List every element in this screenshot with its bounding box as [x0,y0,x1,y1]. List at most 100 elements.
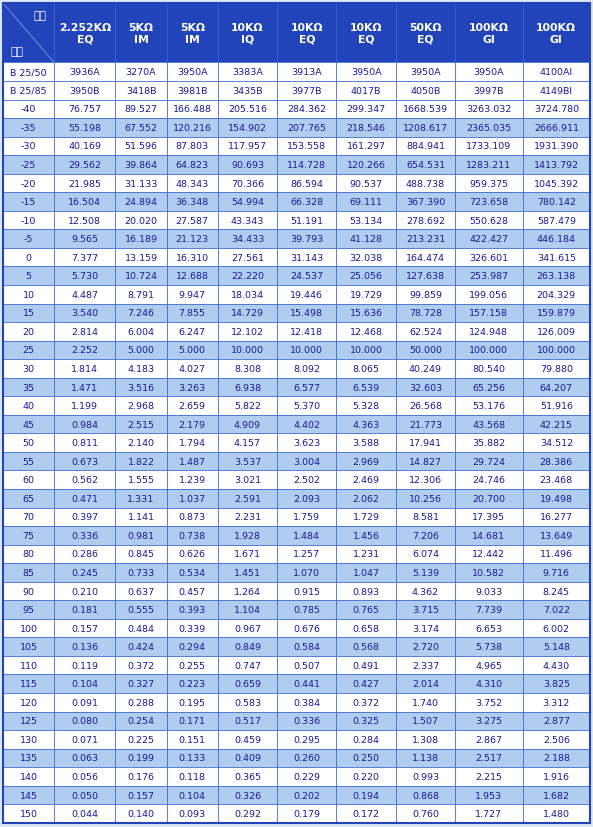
Bar [396,434,455,452]
Text: 11.496: 11.496 [540,550,573,559]
Bar [167,600,218,619]
Text: 90.537: 90.537 [350,179,382,189]
Bar [277,285,336,304]
Text: 28.386: 28.386 [540,457,573,466]
Text: 90: 90 [23,587,34,595]
Text: 1.104: 1.104 [234,605,261,614]
Bar [3,805,54,823]
Text: 10KΩ
EQ: 10KΩ EQ [291,23,323,45]
Text: 62.524: 62.524 [409,327,442,337]
Bar [522,675,590,693]
Bar [116,64,167,82]
Bar [54,360,116,378]
Bar [3,527,54,545]
Bar [3,285,54,304]
Bar [522,193,590,212]
Bar [522,249,590,267]
Bar [336,193,396,212]
Bar [3,267,54,285]
Bar [3,767,54,786]
Text: 87.803: 87.803 [176,142,209,151]
Text: 1.264: 1.264 [234,587,261,595]
Text: -25: -25 [21,160,36,170]
Bar [396,304,455,323]
Text: 5.370: 5.370 [294,402,320,410]
Bar [277,693,336,712]
Text: 8.245: 8.245 [543,587,570,595]
Bar [396,342,455,360]
Text: 135: 135 [20,753,37,762]
Text: 253.987: 253.987 [469,272,508,281]
Bar [396,82,455,100]
Text: 4.362: 4.362 [412,587,439,595]
Bar [396,490,455,508]
Bar [336,137,396,156]
Bar [277,767,336,786]
Bar [396,508,455,527]
Bar [455,471,522,490]
Bar [116,693,167,712]
Text: 2.877: 2.877 [543,716,570,725]
Text: 0.326: 0.326 [234,791,261,800]
Bar [3,471,54,490]
Text: 12.468: 12.468 [350,327,382,337]
Text: 50.000: 50.000 [409,346,442,355]
Bar [277,656,336,675]
Text: 79.880: 79.880 [540,365,573,374]
Bar [522,360,590,378]
Text: 3435B: 3435B [232,87,263,96]
Bar [54,137,116,156]
Text: 1.507: 1.507 [412,716,439,725]
Text: 10.582: 10.582 [473,568,505,577]
Bar [455,508,522,527]
Bar [218,4,277,64]
Text: 24.746: 24.746 [473,476,505,485]
Bar [54,64,116,82]
Text: 10KΩ
EQ: 10KΩ EQ [350,23,382,45]
Text: B 25/85: B 25/85 [10,87,47,96]
Text: 1.928: 1.928 [234,531,261,540]
Bar [396,267,455,285]
Bar [396,712,455,730]
Bar [336,675,396,693]
Text: 100KΩ
GI: 100KΩ GI [536,23,576,45]
Text: 2.140: 2.140 [127,438,155,447]
Bar [396,767,455,786]
Text: 0.056: 0.056 [71,772,98,781]
Text: 6.938: 6.938 [234,383,261,392]
Text: 35.882: 35.882 [472,438,505,447]
Bar [455,267,522,285]
Text: 12.688: 12.688 [176,272,209,281]
Text: 27.587: 27.587 [176,217,209,225]
Text: 0.171: 0.171 [178,716,206,725]
Bar [396,4,455,64]
Bar [277,174,336,193]
Bar [218,267,277,285]
Bar [277,323,336,342]
Text: 19.729: 19.729 [350,290,382,299]
Text: 0.176: 0.176 [127,772,155,781]
Bar [54,693,116,712]
Bar [522,748,590,767]
Bar [396,174,455,193]
Text: 2.252KΩ
EQ: 2.252KΩ EQ [59,23,111,45]
Text: 86.594: 86.594 [291,179,323,189]
Text: 36.348: 36.348 [176,198,209,207]
Bar [455,675,522,693]
Bar [3,675,54,693]
Text: 26.568: 26.568 [409,402,442,410]
Text: 4.430: 4.430 [543,661,570,670]
Bar [218,712,277,730]
Bar [54,249,116,267]
Text: 32.038: 32.038 [349,253,382,262]
Bar [54,508,116,527]
Text: 153.558: 153.558 [287,142,326,151]
Bar [167,805,218,823]
Text: 1.484: 1.484 [294,531,320,540]
Bar [522,397,590,415]
Bar [396,527,455,545]
Text: 1.331: 1.331 [127,495,155,503]
Bar [522,619,590,638]
Bar [336,230,396,249]
Bar [116,397,167,415]
